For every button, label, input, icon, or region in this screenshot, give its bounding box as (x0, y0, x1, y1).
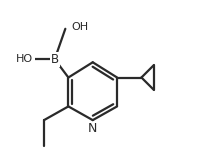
Text: B: B (51, 53, 59, 66)
Text: OH: OH (71, 22, 89, 32)
Text: N: N (88, 122, 97, 135)
Text: HO: HO (16, 54, 33, 64)
